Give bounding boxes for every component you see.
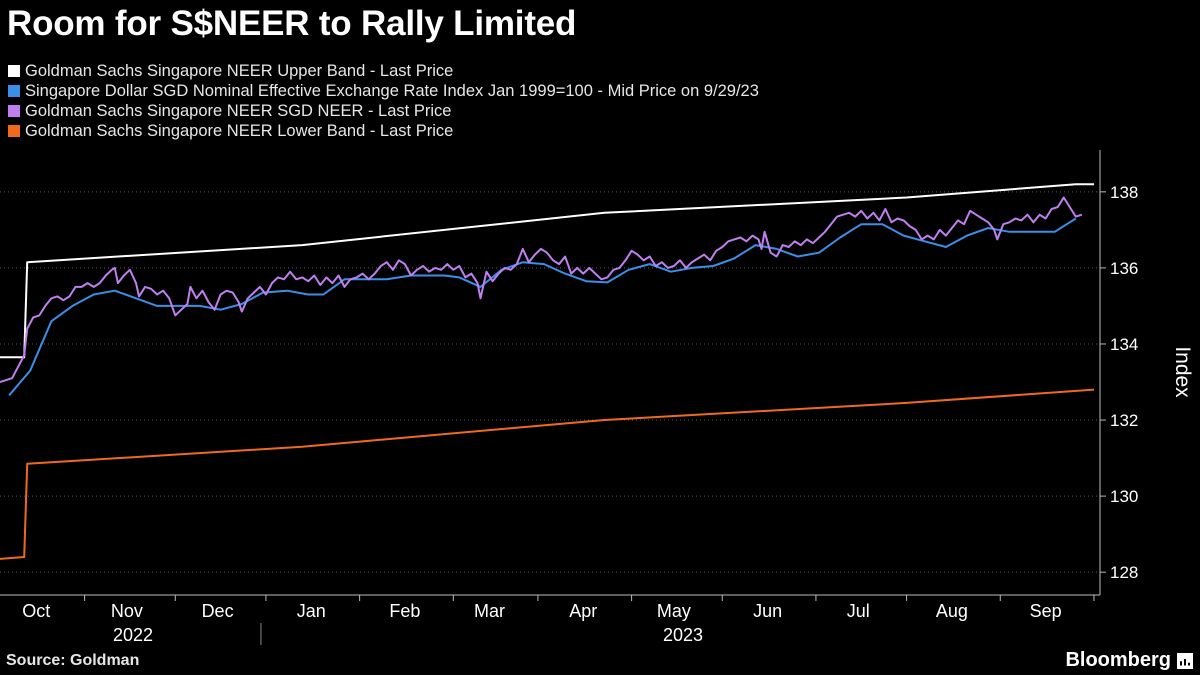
year-label: 2022 xyxy=(113,625,153,645)
x-tick-label: Sep xyxy=(1030,601,1062,621)
y-tick-label: 130 xyxy=(1110,487,1138,506)
y-tick-label: 132 xyxy=(1110,411,1138,430)
series-line xyxy=(0,183,1094,359)
series-line xyxy=(0,388,1095,560)
legend-label: Singapore Dollar SGD Nominal Effective E… xyxy=(25,81,759,100)
y-tick-label: 134 xyxy=(1110,335,1138,354)
x-tick-label: May xyxy=(657,601,691,621)
series-line xyxy=(8,217,1077,396)
x-tick-label: Dec xyxy=(202,601,234,621)
legend-item: Goldman Sachs Singapore NEER Lower Band … xyxy=(8,121,759,141)
bloomberg-logo: Bloomberg xyxy=(1065,649,1193,672)
x-tick-label: Jan xyxy=(297,601,326,621)
brand-name: Bloomberg xyxy=(1065,649,1171,671)
legend-label: Goldman Sachs Singapore NEER Lower Band … xyxy=(25,121,454,140)
x-tick-label: Jun xyxy=(753,601,782,621)
legend-label: Goldman Sachs Singapore NEER Upper Band … xyxy=(25,61,454,80)
x-tick-label: Jul xyxy=(847,601,870,621)
legend-swatch xyxy=(8,125,20,137)
legend-label: Goldman Sachs Singapore NEER SGD NEER - … xyxy=(25,101,452,120)
legend-swatch xyxy=(8,105,20,117)
legend-swatch xyxy=(8,65,20,77)
x-tick-label: Aug xyxy=(936,601,968,621)
y-tick-label: 138 xyxy=(1110,183,1138,202)
x-tick-label: Oct xyxy=(22,601,50,621)
legend-swatch xyxy=(8,85,20,97)
x-tick-label: Mar xyxy=(474,601,505,621)
x-tick-label: Apr xyxy=(569,601,597,621)
x-tick-label: Feb xyxy=(389,601,420,621)
chart-title: Room for S$NEER to Rally Limited xyxy=(7,4,577,43)
y-axis-label: Index xyxy=(1171,346,1194,398)
x-tick-label: Nov xyxy=(111,601,143,621)
legend-item: Goldman Sachs Singapore NEER Upper Band … xyxy=(8,61,759,81)
y-tick-label: 128 xyxy=(1110,563,1138,582)
source-note: Source: Goldman xyxy=(6,652,140,669)
bloomberg-icon xyxy=(1177,652,1193,669)
legend-item: Singapore Dollar SGD Nominal Effective E… xyxy=(8,81,759,101)
year-label: 2023 xyxy=(663,625,703,645)
y-tick-label: 136 xyxy=(1110,259,1138,278)
chart-legend: Goldman Sachs Singapore NEER Upper Band … xyxy=(8,61,759,141)
legend-item: Goldman Sachs Singapore NEER SGD NEER - … xyxy=(8,101,759,121)
series-line xyxy=(0,196,1083,383)
